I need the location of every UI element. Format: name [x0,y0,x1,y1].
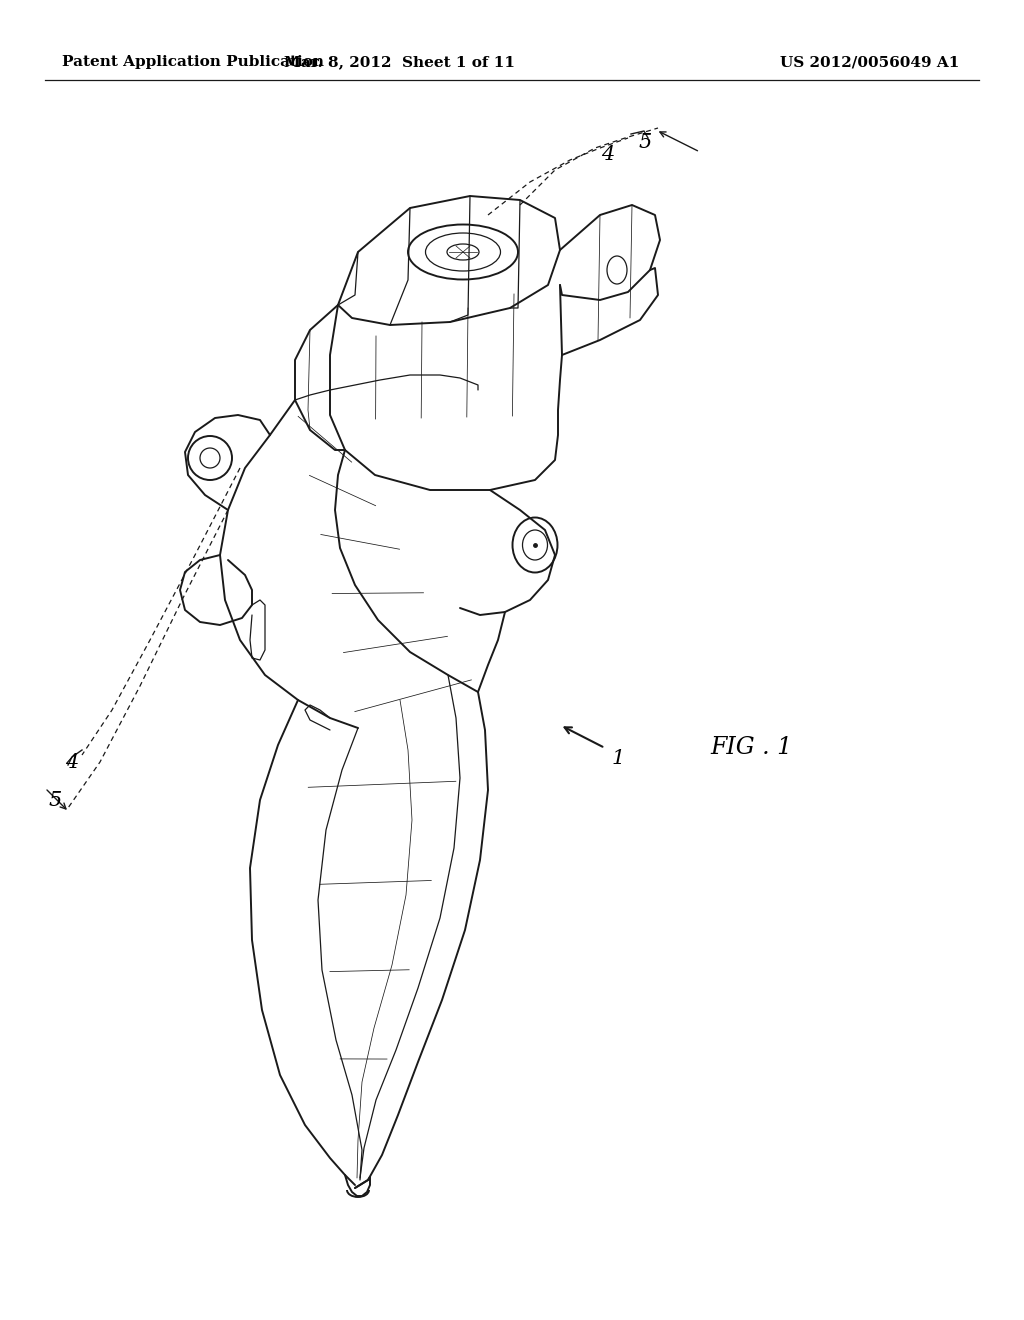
Text: 4: 4 [66,752,79,771]
Text: 1: 1 [611,748,625,767]
Text: FIG . 1: FIG . 1 [710,737,793,759]
Text: Mar. 8, 2012  Sheet 1 of 11: Mar. 8, 2012 Sheet 1 of 11 [285,55,515,69]
Text: 4: 4 [601,145,614,165]
Text: 5: 5 [638,132,651,152]
Text: Patent Application Publication: Patent Application Publication [62,55,324,69]
Text: US 2012/0056049 A1: US 2012/0056049 A1 [780,55,959,69]
Text: 5: 5 [48,791,61,809]
